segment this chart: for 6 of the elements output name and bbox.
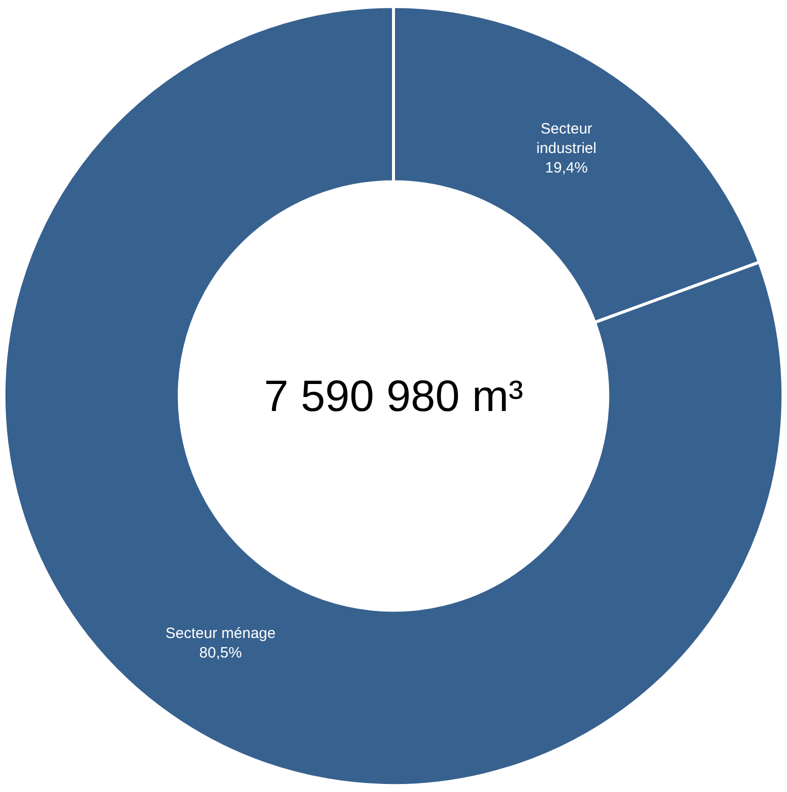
slice-label: Secteur industriel (536, 120, 596, 158)
donut-slice (2, 5, 784, 787)
data-label: 80,5% (199, 644, 242, 662)
data-label: 19,4% (545, 160, 588, 177)
slice-label: Secteur ménage (166, 625, 276, 642)
text: 7 590 980 m³ (264, 372, 524, 421)
